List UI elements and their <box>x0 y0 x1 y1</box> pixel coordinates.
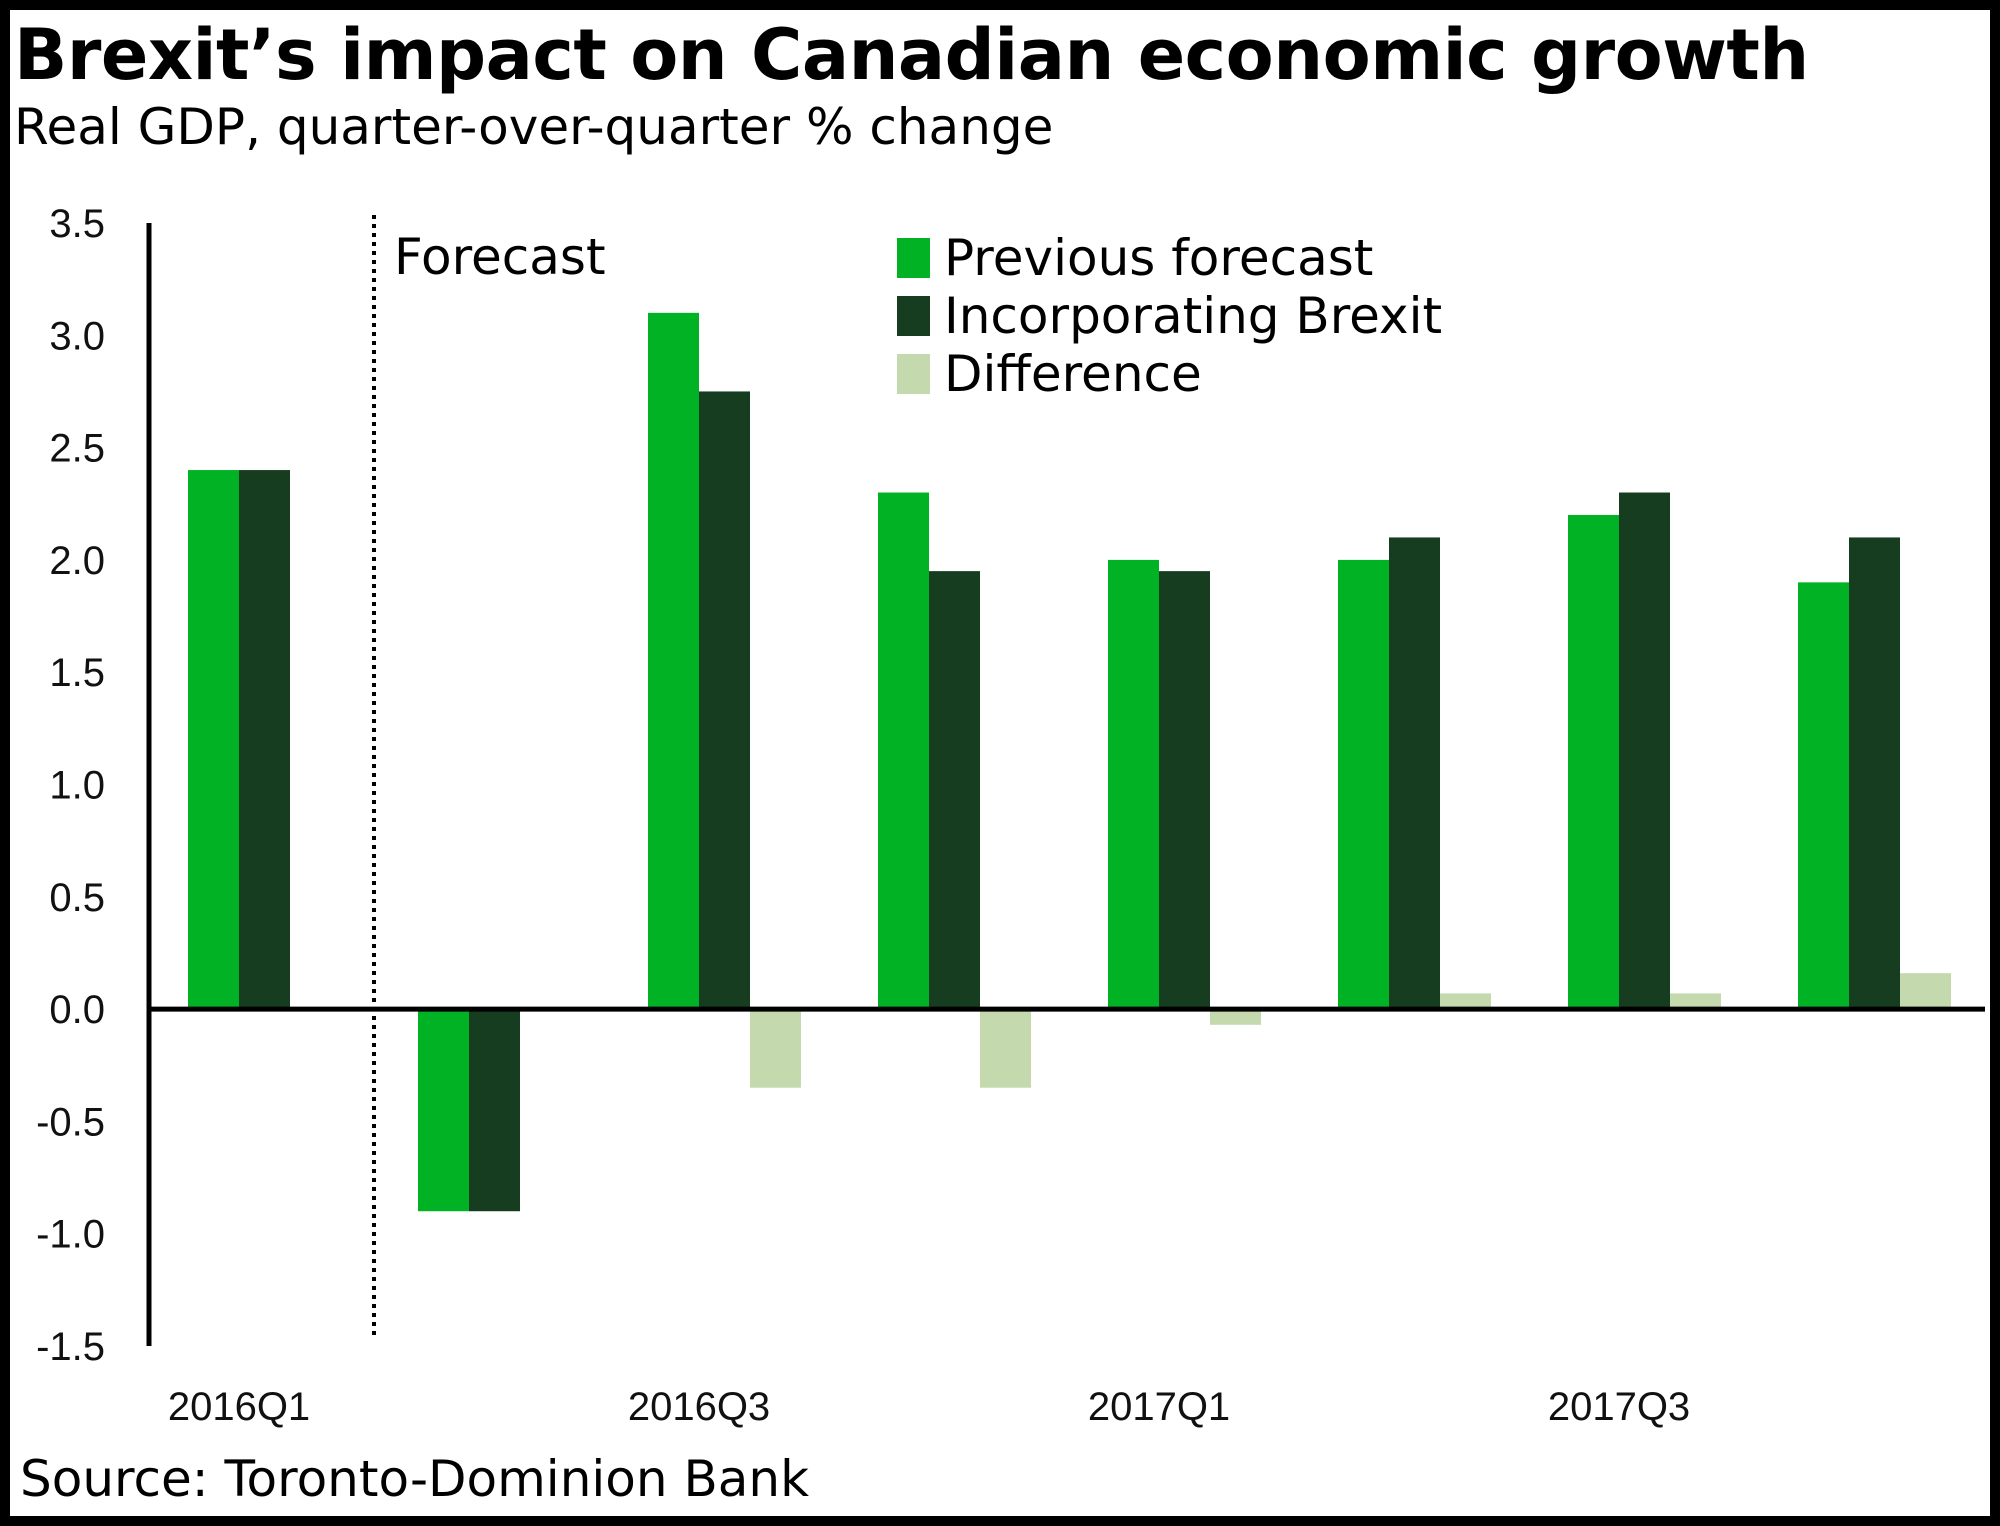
y-tick-label: 1.5 <box>49 651 105 695</box>
y-tick-label: -0.5 <box>36 1100 105 1144</box>
bar-previous-forecast-2017q1 <box>1108 559 1159 1010</box>
bars-layer <box>188 312 1951 1212</box>
chart-subtitle: Real GDP, quarter-over-quarter % change <box>14 98 1054 156</box>
bar-incorporating-brexit-2017q2 <box>1389 537 1440 1010</box>
bar-previous-forecast-2016q2 <box>418 1009 469 1212</box>
bar-difference-2017q1 <box>1210 1009 1261 1025</box>
bar-previous-forecast-2017q4 <box>1798 582 1849 1010</box>
y-tick-label: -1.5 <box>36 1325 105 1369</box>
y-tick-label: 3.5 <box>49 202 105 246</box>
bar-previous-forecast-2017q2 <box>1338 559 1389 1010</box>
legend-swatch-icon <box>897 354 930 394</box>
y-tick-label: 2.0 <box>49 539 105 583</box>
x-tick-label: 2016Q3 <box>628 1385 770 1429</box>
forecast-label: Forecast <box>394 228 606 286</box>
bar-difference-2017q2 <box>1440 993 1491 1010</box>
chart-title: Brexit’s impact on Canadian economic gro… <box>14 14 1809 96</box>
x-axis-ticks: 2016Q1 2016Q3 2017Q1 2017Q3 <box>168 1385 1690 1429</box>
y-tick-label: 3.0 <box>49 314 105 358</box>
y-axis-ticks: 3.5 3.0 2.5 2.0 1.5 1.0 0.5 0.0 -0.5 -1.0 -1.5 <box>36 202 105 1369</box>
x-tick-label: 2017Q3 <box>1548 1385 1690 1429</box>
bar-previous-forecast-2016q1 <box>188 470 239 1010</box>
bar-incorporating-brexit-2016q3 <box>699 391 750 1010</box>
legend-swatch-icon <box>897 238 930 278</box>
x-tick-label: 2016Q1 <box>168 1385 310 1429</box>
bar-incorporating-brexit-2017q1 <box>1159 571 1210 1010</box>
bar-incorporating-brexit-2016q2 <box>469 1009 520 1212</box>
bar-incorporating-brexit-2016q4 <box>929 571 980 1010</box>
bar-difference-2016q4 <box>980 1009 1031 1088</box>
bar-difference-2017q3 <box>1670 993 1721 1010</box>
legend-label: Difference <box>944 345 1202 403</box>
bar-incorporating-brexit-2016q1 <box>239 470 290 1010</box>
y-tick-label: -1.0 <box>36 1213 105 1257</box>
source-note: Source: Toronto-Dominion Bank <box>20 1450 810 1508</box>
legend-label: Incorporating Brexit <box>944 287 1442 345</box>
x-tick-label: 2017Q1 <box>1088 1385 1230 1429</box>
y-tick-label: 0.5 <box>49 876 105 920</box>
y-tick-label: 0.0 <box>49 988 105 1032</box>
y-tick-label: 1.0 <box>49 764 105 808</box>
bar-previous-forecast-2016q3 <box>648 312 699 1010</box>
y-tick-label: 2.5 <box>49 427 105 471</box>
bar-previous-forecast-2017q3 <box>1568 514 1619 1010</box>
bar-incorporating-brexit-2017q3 <box>1619 492 1670 1010</box>
legend-swatch-icon <box>897 296 930 336</box>
bar-incorporating-brexit-2017q4 <box>1849 537 1900 1010</box>
legend-label: Previous forecast <box>944 229 1373 287</box>
bar-difference-2016q3 <box>750 1009 801 1088</box>
bar-previous-forecast-2016q4 <box>878 492 929 1010</box>
bar-difference-2017q4 <box>1900 973 1951 1010</box>
